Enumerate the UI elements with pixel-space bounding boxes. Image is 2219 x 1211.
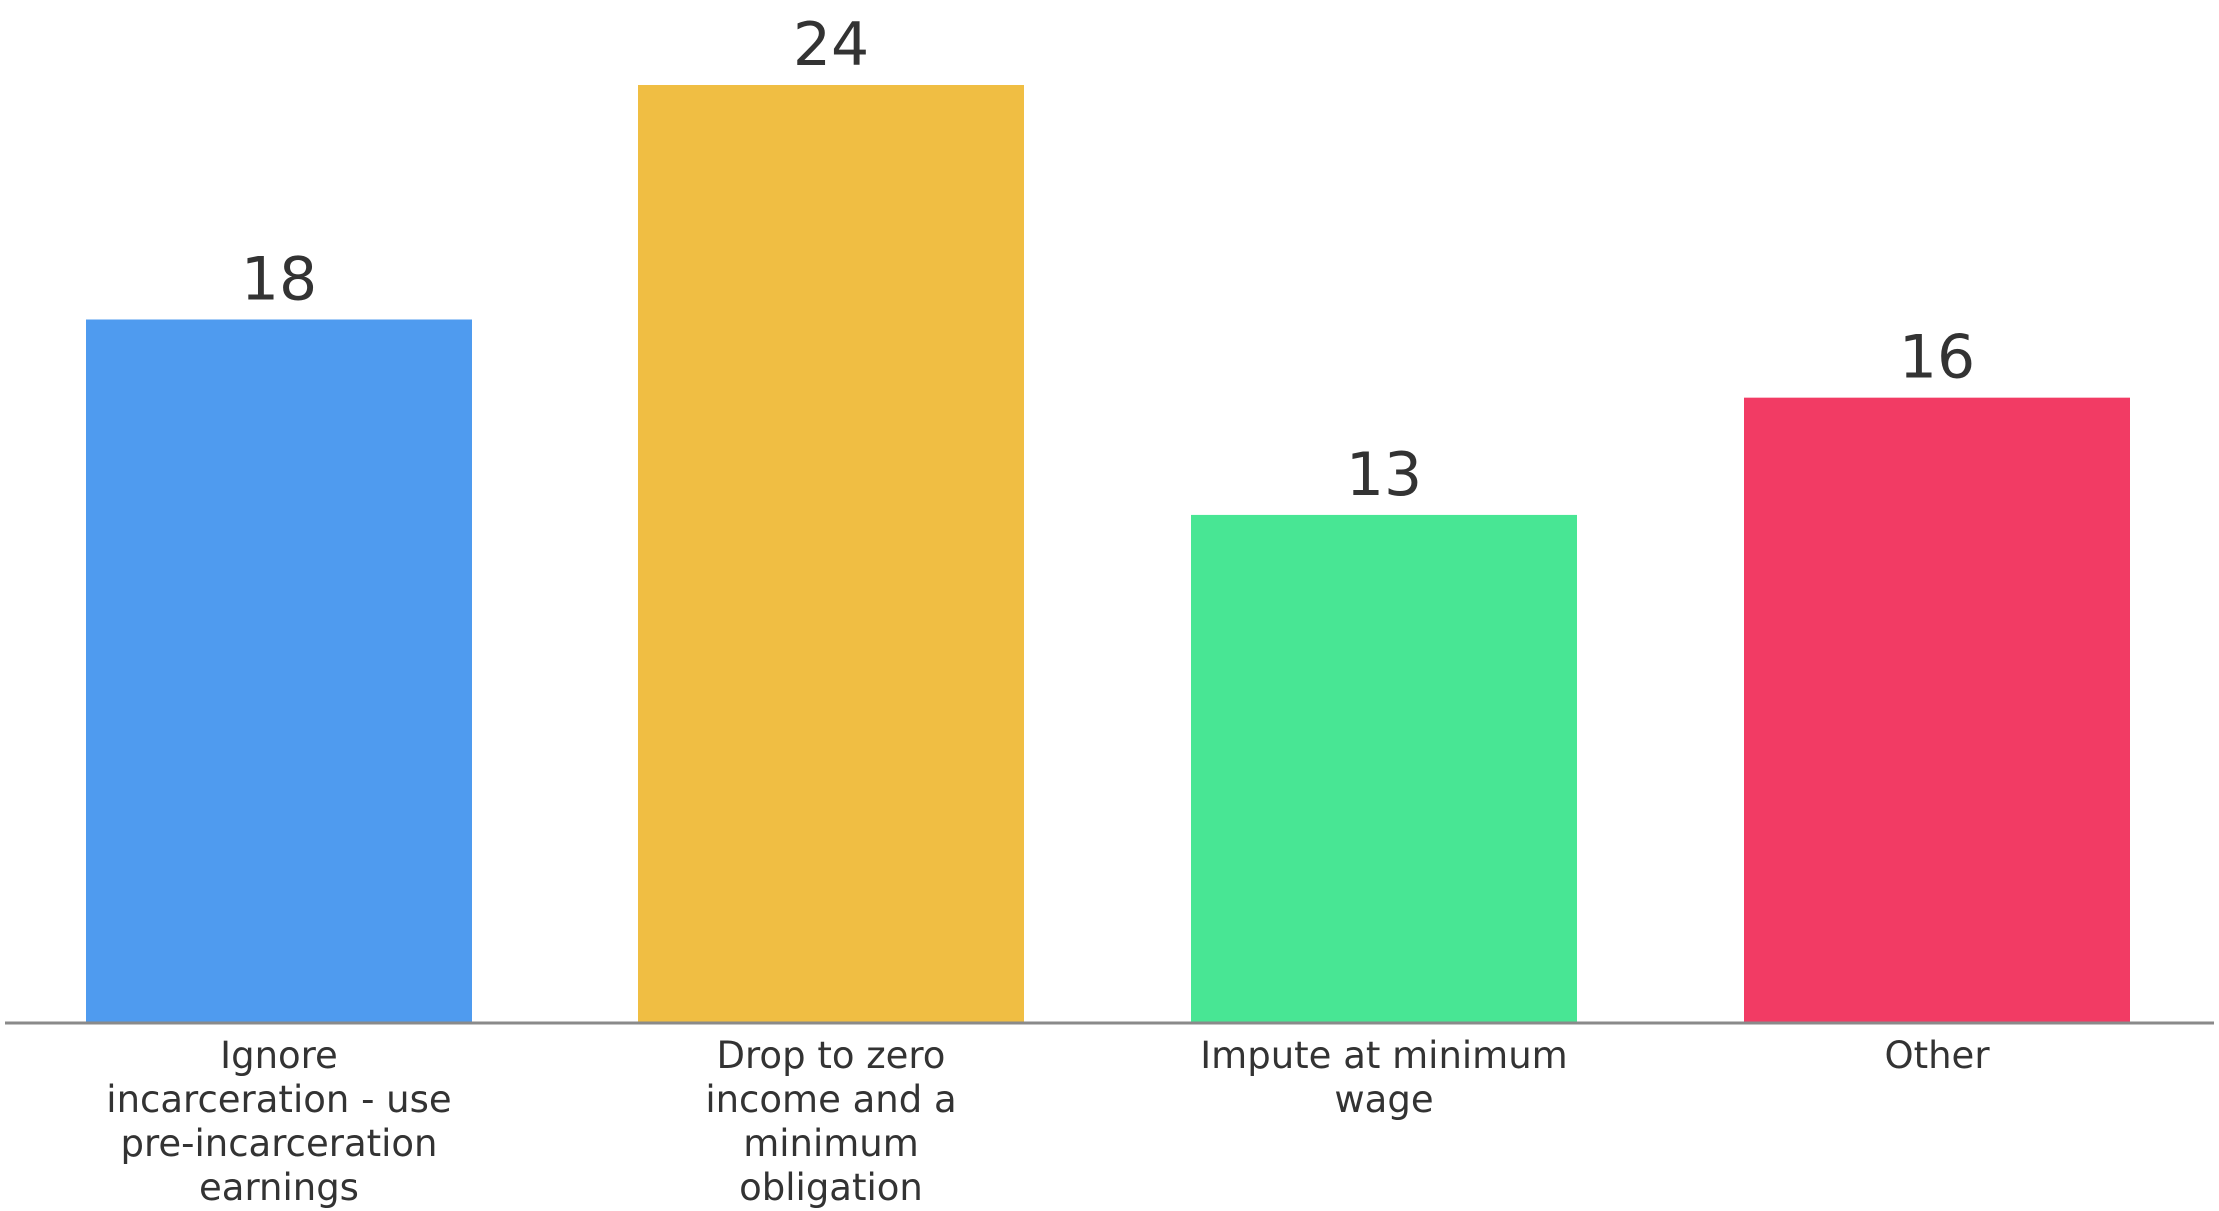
category-label-line: Other <box>1884 1034 1990 1077</box>
bars-layer <box>86 85 2130 1024</box>
category-label-1: Ignore incarceration - use pre-incarcerati… <box>106 1034 451 1209</box>
bar-4 <box>1744 397 2130 1024</box>
category-label-line: Impute at minimum <box>1200 1034 1567 1077</box>
value-label-1: 18 <box>241 245 317 315</box>
category-label-3: Impute at minimum wage <box>1200 1034 1567 1121</box>
category-label-line: earnings <box>199 1166 359 1209</box>
category-label-4: Other <box>1884 1034 1990 1077</box>
category-label-2: Drop to zero income and a minimum obligatio… <box>705 1034 956 1209</box>
category-label-line: Drop to zero <box>717 1034 946 1077</box>
category-label-line: obligation <box>739 1166 923 1209</box>
category-label-line: income and a <box>705 1078 956 1121</box>
bar-1 <box>86 319 472 1023</box>
value-label-2: 24 <box>793 10 869 80</box>
bar-3 <box>1191 514 1577 1023</box>
category-label-line: wage <box>1334 1078 1433 1121</box>
category-labels-layer: Ignore incarceration - use pre-incarcerati… <box>106 1034 1990 1209</box>
category-label-line: pre-incarceration <box>120 1122 437 1165</box>
value-label-4: 16 <box>1899 323 1975 393</box>
category-label-line: incarceration - use <box>106 1078 451 1121</box>
value-label-3: 13 <box>1346 440 1422 510</box>
category-label-line: minimum <box>743 1122 919 1165</box>
value-labels-layer: 18 24 13 16 <box>241 10 1975 510</box>
bar-2 <box>638 85 1024 1023</box>
category-label-line: Ignore <box>220 1034 338 1077</box>
